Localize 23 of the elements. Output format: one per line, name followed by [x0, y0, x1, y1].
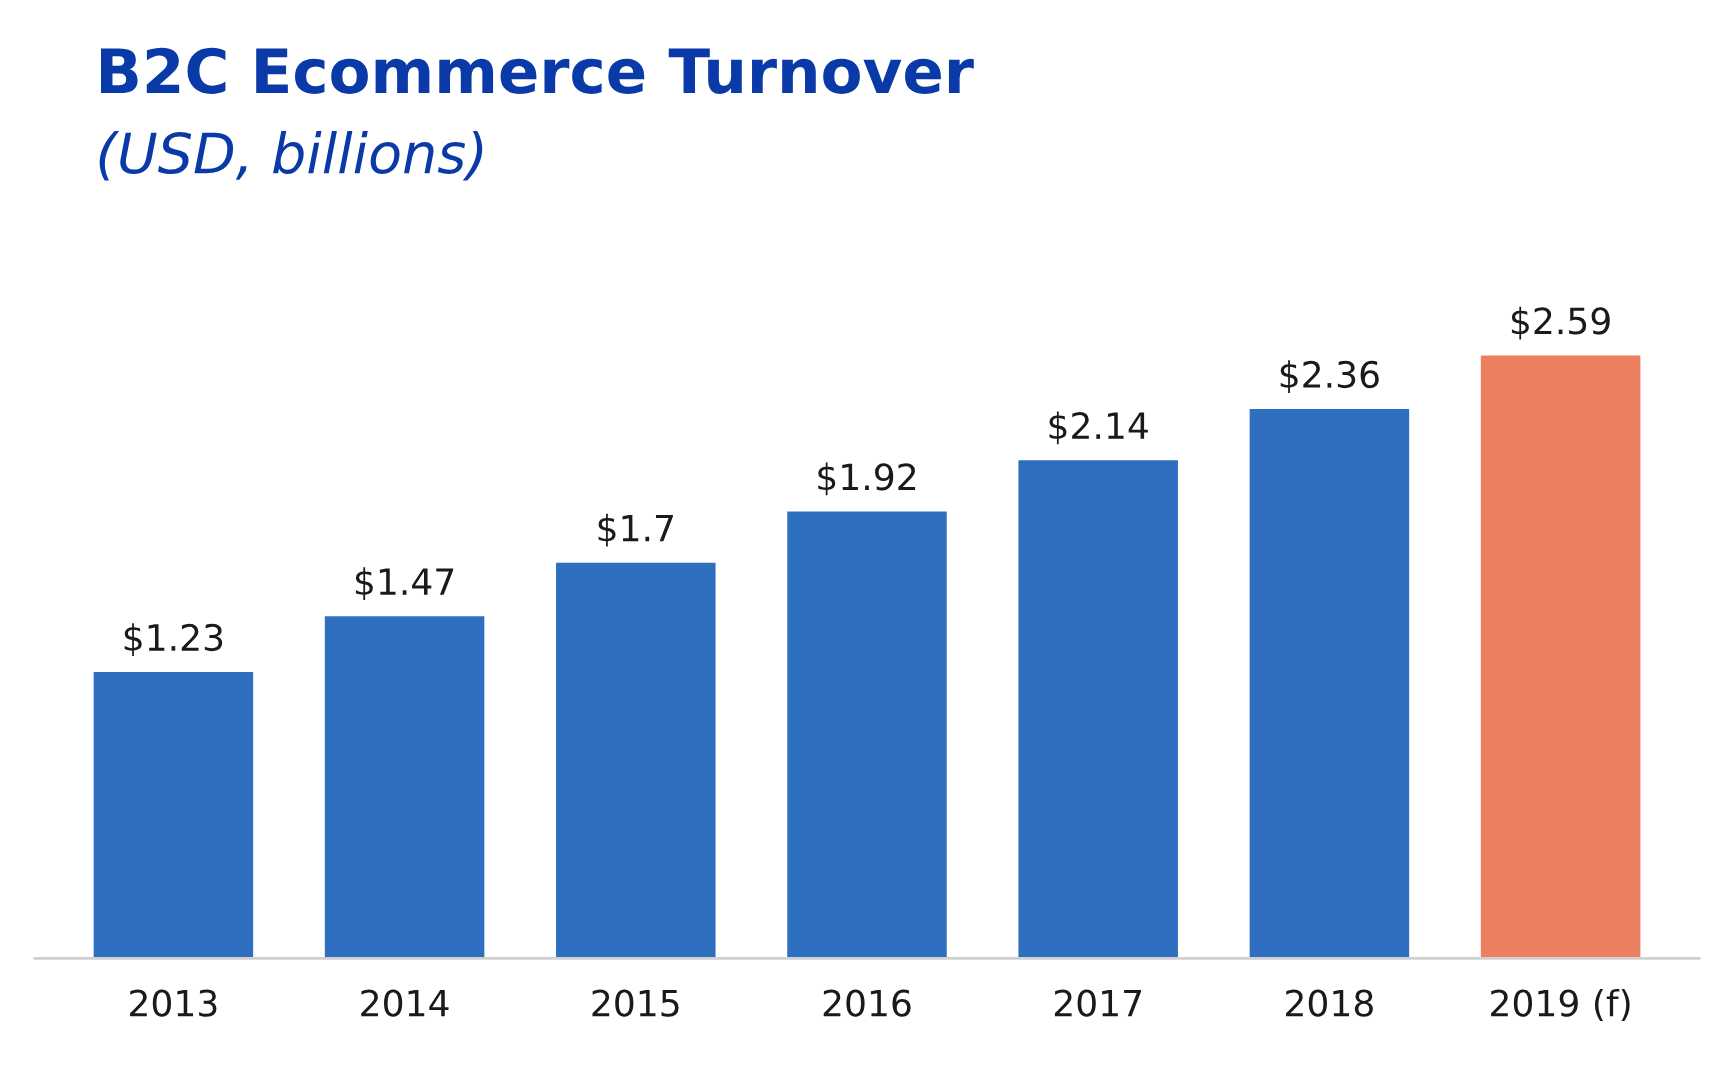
x-tick-label: 2018	[1286, 989, 1373, 1017]
data-label: $1.23	[124, 623, 223, 656]
x-tick-label: 2015	[592, 989, 679, 1017]
x-tick-label: 2013	[130, 989, 217, 1017]
chart-title: B2C Ecommerce Turnover	[100, 47, 974, 94]
data-label: $2.59	[1511, 306, 1610, 340]
data-label: $1.92	[818, 462, 916, 496]
x-tick-label: 2014	[361, 989, 449, 1017]
bar	[1018, 460, 1178, 959]
data-label: $2.14	[1049, 411, 1148, 445]
bar	[324, 616, 485, 959]
bar	[556, 562, 716, 959]
chart-subtitle: (USD, billions)	[99, 131, 483, 181]
data-label: $1.47	[355, 567, 454, 601]
x-tick-label: 2017	[1054, 989, 1142, 1017]
data-label: $1.7	[598, 513, 673, 547]
bar	[93, 672, 254, 959]
x-tick-label: 2019 (f)	[1491, 988, 1630, 1022]
data-label: $2.36	[1280, 360, 1379, 393]
x-tick-label: 2016	[823, 989, 911, 1017]
bar	[787, 511, 947, 959]
bar	[1480, 355, 1641, 959]
bar	[1249, 409, 1410, 959]
